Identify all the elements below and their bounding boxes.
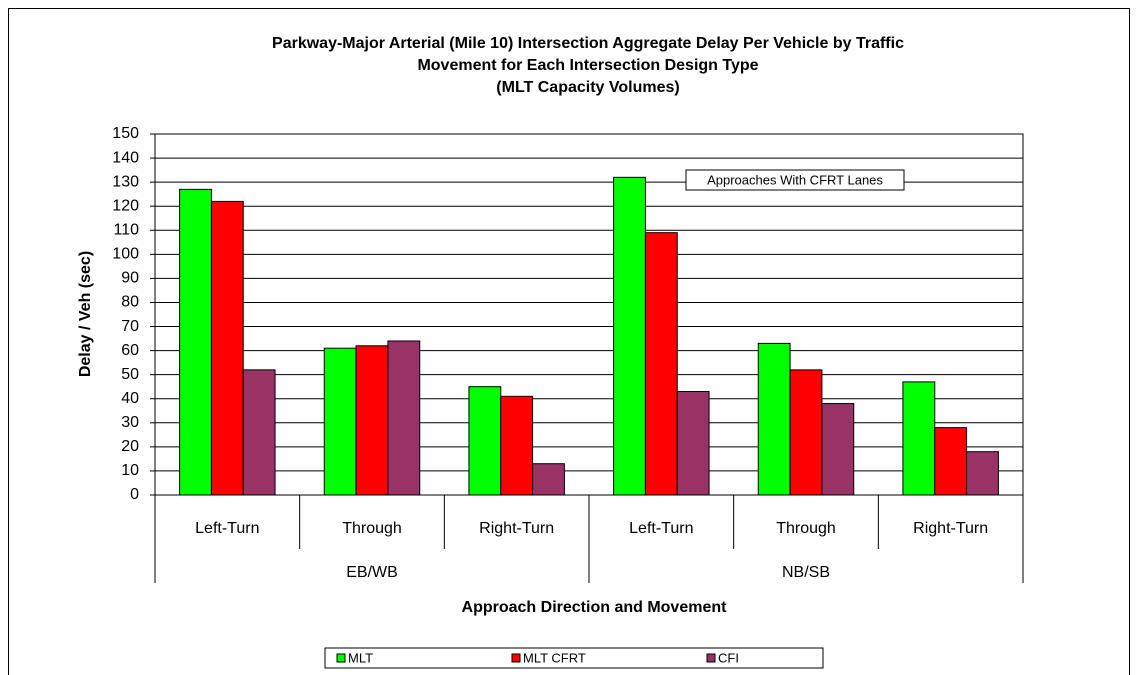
x-tick-label: Right-Turn [913,520,988,537]
annotation-box [685,169,905,191]
y-tick-label: 100 [112,246,139,263]
y-tick-label: 90 [121,270,139,287]
group-label: NB/SB [782,564,830,581]
x-tick-label: Left-Turn [629,520,693,537]
y-tick-label: 140 [112,149,139,166]
bar [387,340,421,496]
x-axis-title: Approach Direction and Movement [462,599,728,616]
legend-swatch [336,653,346,663]
legend-swatch [706,653,716,663]
x-tick-label: Through [776,520,836,537]
bar [613,176,646,496]
y-tick-label: 50 [121,366,139,383]
legend-box [324,647,824,669]
bar [934,427,968,496]
bar [757,342,791,496]
legend-label: MLT [348,650,373,665]
y-tick-label: 130 [112,173,139,190]
annotation: Approaches With CFRT Lanes [707,172,883,187]
y-tick-label: 10 [121,462,139,479]
bar [902,381,936,496]
bar [468,386,502,496]
bar [821,403,855,496]
chart-title: (MLT Capacity Volumes) [496,79,679,96]
bar [644,232,678,496]
x-tick-label: Right-Turn [479,520,554,537]
y-tick-label: 80 [121,294,139,311]
bar [789,369,823,496]
bar [500,395,534,496]
y-tick-label: 20 [121,438,139,455]
chart-border [8,8,1130,675]
group-label: EB/WB [346,564,398,581]
chart-title: Parkway-Major Arterial (Mile 10) Interse… [272,35,904,52]
bar [242,369,276,496]
y-tick-label: 40 [121,390,139,407]
y-tick-label: 120 [112,197,139,214]
bar [355,345,389,496]
x-tick-label: Left-Turn [195,520,259,537]
y-tick-label: 150 [112,125,139,142]
x-tick-label: Through [342,520,402,537]
y-tick-label: 30 [121,414,139,431]
legend-label: MLT CFRT [523,650,586,665]
bar [676,391,710,496]
y-tick-label: 70 [121,318,139,335]
y-axis-title: Delay / Veh (sec) [77,251,94,377]
bar [966,451,999,496]
legend-swatch [511,653,521,663]
bar [210,200,244,496]
bar [179,188,212,496]
y-tick-label: 110 [113,221,139,238]
chart-title: Movement for Each Intersection Design Ty… [417,57,758,74]
bar [323,347,357,496]
legend-label: CFI [718,650,739,665]
y-tick-label: 60 [121,342,139,359]
y-tick-label: 0 [130,486,139,503]
bar [532,463,565,496]
